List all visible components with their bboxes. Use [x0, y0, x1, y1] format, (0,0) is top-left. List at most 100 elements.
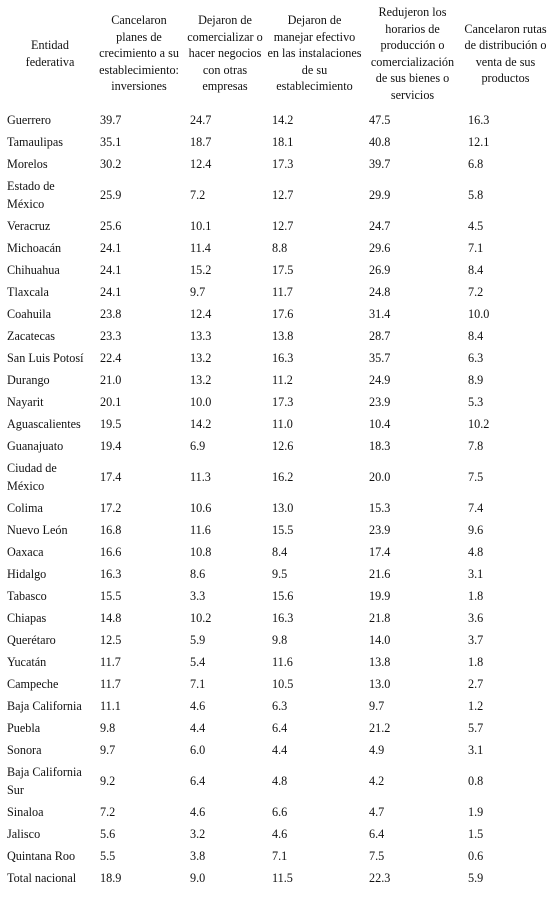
cell-business: 12.4 [190, 306, 212, 321]
cell-entity: Colima [7, 501, 43, 515]
header-entity: Entidad federativa [25, 38, 75, 69]
cell-business: 10.8 [190, 544, 212, 559]
header-hours: Redujeron los horarios de producción o c… [370, 5, 455, 102]
cell-cash: 11.5 [272, 870, 293, 885]
cell-investments: 17.4 [100, 469, 122, 484]
table-row: Durango 21.0 13.2 11.2 24.9 8.9 [0, 369, 549, 391]
table-row: Estado de México 25.9 7.2 12.7 29.9 5.8 [0, 175, 549, 215]
cell-business: 9.7 [190, 284, 206, 299]
table-row: Coahuila 23.8 12.4 17.6 31.4 10.0 [0, 303, 549, 325]
cell-entity: Guanajuato [7, 439, 64, 453]
cell-business: 15.2 [190, 262, 212, 277]
cell-hours: 7.5 [369, 848, 385, 863]
cell-business: 7.1 [190, 676, 206, 691]
cell-cash: 11.6 [272, 654, 293, 669]
cell-investments: 9.7 [100, 742, 116, 757]
cell-routes: 7.5 [468, 469, 484, 484]
cell-cash: 9.8 [272, 632, 288, 647]
cell-cash: 17.3 [272, 394, 294, 409]
cell-hours: 29.9 [369, 187, 391, 202]
cell-entity: Tamaulipas [7, 135, 64, 149]
cell-investments: 11.7 [100, 676, 121, 691]
cell-routes: 5.3 [468, 394, 484, 409]
cell-routes: 1.2 [468, 698, 484, 713]
cell-cash: 6.4 [272, 720, 288, 735]
cell-cash: 16.2 [272, 469, 294, 484]
cell-business: 14.2 [190, 416, 212, 431]
cell-hours: 21.6 [369, 566, 391, 581]
cell-cash: 17.5 [272, 262, 294, 277]
cell-entity: Puebla [7, 721, 41, 735]
header-cash: Dejaron de manejar efectivo en las insta… [267, 13, 362, 94]
cell-routes: 6.8 [468, 156, 484, 171]
cell-investments: 22.4 [100, 350, 122, 365]
table-row: San Luis Potosí 22.4 13.2 16.3 35.7 6.3 [0, 347, 549, 369]
cell-investments: 23.8 [100, 306, 122, 321]
cell-investments: 5.5 [100, 848, 116, 863]
table-row: Sonora 9.7 6.0 4.4 4.9 3.1 [0, 739, 549, 761]
table-row: Aguascalientes 19.5 14.2 11.0 10.4 10.2 [0, 413, 549, 435]
cell-business: 6.9 [190, 438, 206, 453]
cell-investments: 24.1 [100, 284, 122, 299]
cell-cash: 16.3 [272, 350, 294, 365]
cell-entity: Tabasco [7, 589, 47, 603]
cell-hours: 24.8 [369, 284, 391, 299]
cell-investments: 11.7 [100, 654, 121, 669]
table-body: Guerrero 39.7 24.7 14.2 47.5 16.3 Tamaulipas 35… [0, 109, 549, 889]
cell-investments: 25.6 [100, 218, 122, 233]
table-row: Oaxaca 16.6 10.8 8.4 17.4 4.8 [0, 541, 549, 563]
cell-investments: 30.2 [100, 156, 122, 171]
cell-entity: Querétaro [7, 633, 56, 647]
cell-business: 6.4 [190, 773, 206, 788]
table-row: Michoacán 24.1 11.4 8.8 29.6 7.1 [0, 237, 549, 259]
cell-routes: 8.4 [468, 262, 484, 277]
cell-investments: 19.5 [100, 416, 122, 431]
cell-business: 7.2 [190, 187, 206, 202]
cell-investments: 7.2 [100, 804, 116, 819]
cell-routes: 3.1 [468, 566, 484, 581]
cell-investments: 24.1 [100, 240, 122, 255]
cell-routes: 0.6 [468, 848, 484, 863]
cell-entity: Chihuahua [7, 263, 60, 277]
table-row: Baja California Sur 9.2 6.4 4.8 4.2 0.8 [0, 761, 549, 801]
cell-hours: 21.8 [369, 610, 391, 625]
header-routes: Cancelaron rutas de distribución o venta… [464, 21, 547, 86]
table-header: Entidad federativa Cancelaron planes de … [0, 4, 549, 109]
cell-hours: 4.9 [369, 742, 385, 757]
cell-business: 6.0 [190, 742, 206, 757]
cell-entity: Nuevo León [7, 523, 68, 537]
cell-hours: 40.8 [369, 134, 391, 149]
cell-hours: 35.7 [369, 350, 391, 365]
cell-cash: 12.6 [272, 438, 294, 453]
cell-hours: 9.7 [369, 698, 385, 713]
cell-routes: 1.5 [468, 826, 484, 841]
cell-business: 3.3 [190, 588, 206, 603]
cell-business: 10.1 [190, 218, 212, 233]
cell-routes: 4.5 [468, 218, 484, 233]
cell-cash: 11.0 [272, 416, 293, 431]
cell-entity: Durango [7, 373, 50, 387]
cell-cash: 8.8 [272, 240, 288, 255]
cell-entity: Sonora [7, 743, 42, 757]
cell-business: 4.6 [190, 804, 206, 819]
cell-investments: 39.7 [100, 112, 122, 127]
cell-routes: 5.8 [468, 187, 484, 202]
cell-routes: 12.1 [468, 134, 490, 149]
table-row: Veracruz 25.6 10.1 12.7 24.7 4.5 [0, 215, 549, 237]
cell-hours: 21.2 [369, 720, 391, 735]
cell-entity: Coahuila [7, 307, 52, 321]
table-row: Ciudad de México 17.4 11.3 16.2 20.0 7.5 [0, 457, 549, 497]
cell-entity: Nayarit [7, 395, 44, 409]
table-row: Campeche 11.7 7.1 10.5 13.0 2.7 [0, 673, 549, 695]
table-row: Quintana Roo 5.5 3.8 7.1 7.5 0.6 [0, 845, 549, 867]
cell-cash: 18.1 [272, 134, 294, 149]
cell-investments: 17.2 [100, 500, 122, 515]
cell-entity: Guerrero [7, 113, 51, 127]
cell-entity: Aguascalientes [7, 417, 81, 431]
cell-routes: 6.3 [468, 350, 484, 365]
cell-cash: 11.2 [272, 372, 293, 387]
cell-entity: Morelos [7, 157, 48, 171]
cell-entity: Total nacional [7, 871, 77, 885]
cell-cash: 15.5 [272, 522, 294, 537]
cell-business: 5.4 [190, 654, 206, 669]
